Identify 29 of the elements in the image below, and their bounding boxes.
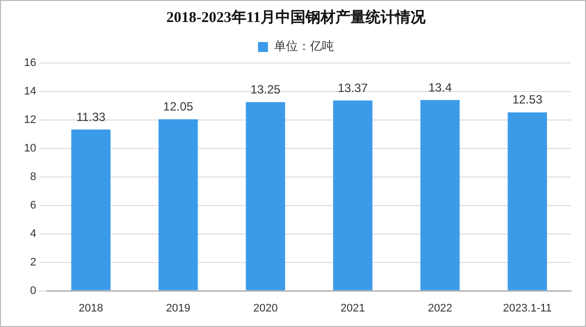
bar bbox=[71, 129, 111, 290]
y-tick-label: 8 bbox=[30, 170, 36, 183]
data-label: 12.53 bbox=[512, 92, 543, 107]
y-tick-label: 4 bbox=[30, 228, 36, 240]
bar bbox=[508, 112, 547, 290]
y-tick-label: 2 bbox=[30, 256, 36, 268]
x-tick-label: 2019 bbox=[166, 302, 190, 314]
data-label: 13.25 bbox=[250, 82, 281, 96]
y-tick-label: 16 bbox=[24, 57, 36, 70]
bar bbox=[246, 102, 286, 290]
x-tick-label: 2018 bbox=[78, 302, 104, 314]
x-tick-label: 2021 bbox=[340, 302, 366, 314]
bar bbox=[158, 119, 198, 290]
x-tick-label: 2020 bbox=[253, 302, 278, 314]
data-label: 13.37 bbox=[338, 80, 368, 95]
bar bbox=[420, 100, 460, 290]
chart-title: 2018-2023年11月中国钢材产量统计情况 bbox=[166, 8, 427, 26]
x-tick-label: 2022 bbox=[428, 302, 452, 314]
data-label: 13.4 bbox=[428, 80, 452, 94]
x-tick-label: 2023.1-11 bbox=[502, 302, 552, 314]
bar bbox=[333, 100, 372, 290]
y-tick-label: 12 bbox=[24, 114, 36, 126]
y-tick-label: 0 bbox=[30, 284, 36, 297]
y-tick-label: 14 bbox=[24, 86, 36, 98]
data-label: 12.05 bbox=[163, 100, 194, 114]
data-label: 11.33 bbox=[76, 110, 106, 124]
y-tick-label: 6 bbox=[30, 199, 36, 212]
y-tick-label: 10 bbox=[24, 142, 36, 154]
legend-label: 单位：亿吨 bbox=[274, 39, 334, 54]
